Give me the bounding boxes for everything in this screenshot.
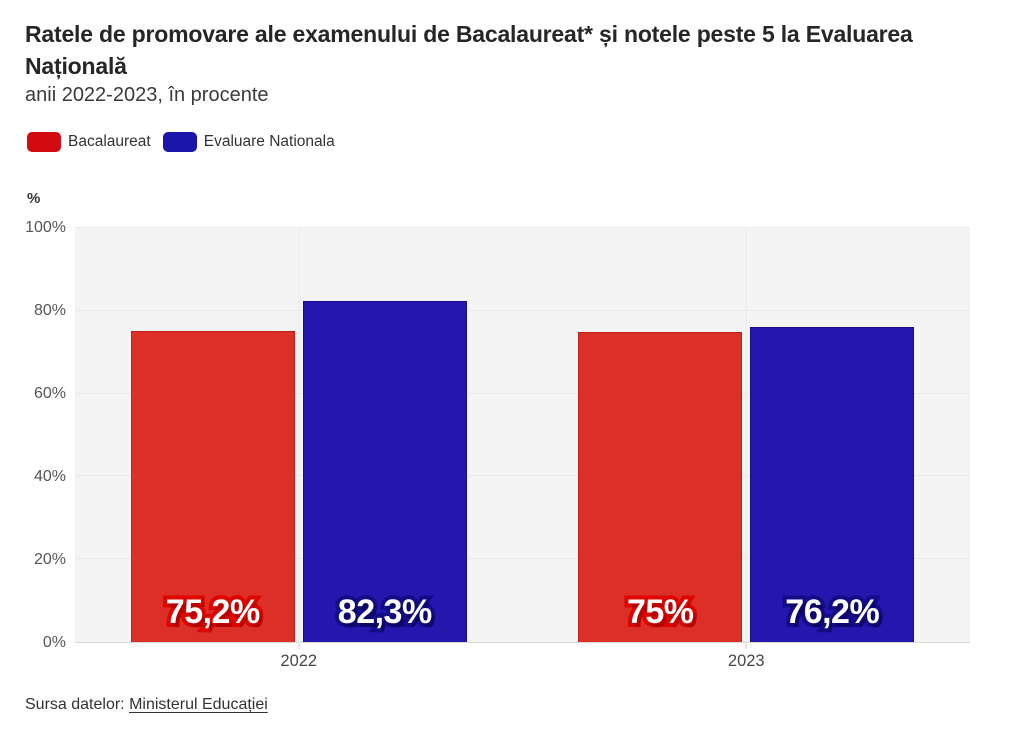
y-axis-title: % [27,190,41,207]
gridline-vertical [298,228,300,642]
legend-label: Bacalaureat [68,133,151,150]
x-tick-mark [298,644,300,649]
gridline-horizontal [75,309,970,311]
y-tick-label: 80% [33,302,66,319]
y-tick-label: 60% [33,385,66,402]
x-tick-label-2022: 2022 [280,652,318,670]
bar-bacalaureat-2023: 75% [578,331,743,642]
y-tick-label: 40% [33,468,66,485]
gridline-horizontal [75,227,970,228]
source-link[interactable]: Ministerul Educației [129,696,268,713]
legend-swatch-icon [27,132,61,152]
x-tick-mark [745,644,747,649]
source-note: Sursa datelor: Ministerul Educației [25,696,268,714]
y-tick-label: 100% [25,219,66,236]
legend-item-bacalaureat: Bacalaureat [27,132,151,152]
page-title: Ratele de promovare ale examenului de Ba… [25,21,913,79]
bar-evaluare-nationala-2022: 82,3% [302,301,467,642]
chart-legend: Bacalaureat Evaluare Nationala [27,132,335,152]
y-tick-label: 0% [42,634,66,651]
legend-swatch-icon [162,132,197,152]
y-tick-label: 20% [33,551,66,568]
y-axis-tick-labels: 0% 20% 40% 60% 80% 100% [0,220,66,651]
legend-label: Evaluare Nationala [203,133,335,150]
gridline-horizontal [75,392,970,394]
bar-value-label: 75% [623,589,698,635]
gridline-horizontal [75,475,970,477]
source-prefix: Sursa datelor: [25,696,130,713]
bar-group-2023: 75% 76,2% [578,228,915,642]
bar-value-label: 75,2% [162,589,264,635]
bar-bacalaureat-2022: 75,2% [130,330,295,642]
page-subtitle: anii 2022-2023, în procente [25,84,269,106]
bar-evaluare-nationala-2023: 76,2% [750,326,915,642]
gridline-horizontal [75,558,970,560]
bar-group-2022: 75,2% 82,3% [130,228,467,642]
legend-item-evaluare-nationala: Evaluare Nationala [162,132,335,152]
x-tick-label-2023: 2023 [727,652,765,670]
chart-plot-area: 75,2% 82,3% 75% 76,2% [75,227,970,643]
gridline-vertical [745,228,747,642]
bar-value-label: 82,3% [334,589,436,635]
bar-value-label: 76,2% [781,589,883,635]
